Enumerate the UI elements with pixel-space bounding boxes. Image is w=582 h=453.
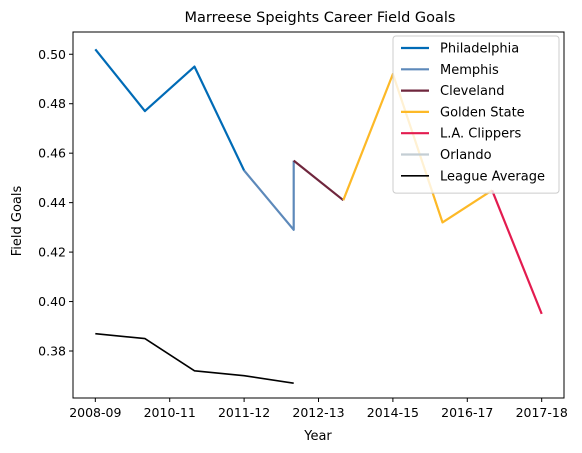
legend-label-golden-state: Golden State bbox=[440, 105, 525, 120]
y-tick-label: 0.38 bbox=[38, 344, 66, 359]
y-tick-label: 0.40 bbox=[38, 294, 66, 309]
chart-title: Marreese Speights Career Field Goals bbox=[185, 10, 456, 26]
legend-label-philadelphia: Philadelphia bbox=[440, 42, 519, 57]
legend-label-orlando: Orlando bbox=[440, 148, 492, 163]
x-tick-label: 2014-15 bbox=[367, 405, 419, 420]
legend-label-league-average: League Average bbox=[440, 169, 545, 184]
x-axis: 2008-09 2010-11 2011-12 2012-13 2014-15 2016-… bbox=[69, 398, 568, 420]
legend-label-cleveland: Cleveland bbox=[440, 84, 504, 99]
series-line-memphis bbox=[243, 160, 295, 231]
legend: Philadelphia Memphis Cleveland Golden State… bbox=[392, 35, 560, 194]
series-line-philadelphia bbox=[94, 48, 246, 171]
x-tick-label: 2008-09 bbox=[69, 405, 121, 420]
y-tick-label: 0.44 bbox=[38, 195, 66, 210]
y-tick-label: 0.50 bbox=[38, 47, 66, 62]
legend-label-memphis: Memphis bbox=[440, 63, 499, 78]
series-line-l-a-clippers bbox=[491, 189, 543, 315]
series-line-cleveland bbox=[293, 159, 344, 202]
x-tick-label: 2011-12 bbox=[218, 405, 270, 420]
y-axis: 0.38 0.40 0.42 0.44 0.46 0.48 0.50 bbox=[38, 47, 73, 359]
y-tick-label: 0.48 bbox=[38, 96, 66, 111]
y-tick-label: 0.42 bbox=[38, 245, 66, 260]
x-tick-label: 2010-11 bbox=[144, 405, 196, 420]
legend-label-l-a-clippers: L.A. Clippers bbox=[440, 127, 521, 142]
x-tick-label: 2012-13 bbox=[292, 405, 344, 420]
plot-lines bbox=[94, 48, 543, 384]
y-tick-label: 0.46 bbox=[38, 146, 66, 161]
y-axis-label: Field Goals bbox=[10, 186, 25, 257]
series-line-league-average bbox=[95, 332, 294, 384]
x-axis-label: Year bbox=[303, 429, 332, 444]
x-tick-label: 2016-17 bbox=[441, 405, 493, 420]
legend-box bbox=[392, 35, 560, 194]
x-tick-label: 2017-18 bbox=[516, 405, 568, 420]
